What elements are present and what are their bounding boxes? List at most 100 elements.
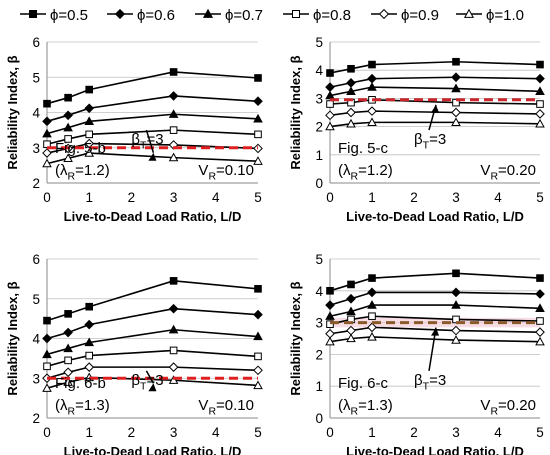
- data-point: [325, 336, 335, 346]
- y-tick-label: 2: [315, 120, 323, 135]
- data-point: [253, 113, 263, 123]
- data-point: [325, 110, 335, 121]
- x-tick-label: 4: [494, 190, 502, 205]
- lambda-label: (λR=1.3): [338, 397, 393, 418]
- data-point: [168, 303, 179, 314]
- x-tick-label: 2: [128, 425, 136, 440]
- v-label: VR=0.10: [198, 397, 254, 418]
- data-point: [325, 311, 335, 320]
- data-point: [63, 122, 73, 132]
- legend-item: ϕ=0.9: [371, 7, 439, 24]
- data-point: [346, 107, 356, 118]
- lambda-label: (λR=1.2): [55, 162, 110, 183]
- y-tick-label: 3: [315, 91, 323, 106]
- y-tick-label: 6: [32, 35, 40, 50]
- y-tick-label: 5: [315, 35, 323, 50]
- data-point: [42, 333, 52, 344]
- data-point: [535, 327, 545, 337]
- legend-marker-icon: [114, 8, 126, 20]
- legend-item: ϕ=0.8: [283, 7, 351, 24]
- data-point: [63, 367, 73, 378]
- series-line: [46, 349, 259, 368]
- data-point: [536, 274, 544, 282]
- legend: ϕ=0.5 ϕ=0.6 ϕ=0.7 ϕ=0.8 ϕ=0.9 ϕ=1.0: [20, 7, 524, 24]
- x-tick-label: 2: [410, 425, 418, 440]
- data-point: [253, 380, 263, 390]
- y-tick-label: 5: [32, 70, 40, 85]
- y-tick-label: 0: [315, 411, 323, 426]
- y-axis-title: Reliability Index, β: [5, 55, 20, 169]
- data-point: [42, 158, 52, 168]
- series-line: [46, 280, 259, 322]
- data-point: [367, 82, 377, 91]
- legend-label: ϕ=1.0: [486, 7, 524, 24]
- chart-panel: 0 1 2 3 4 5 0 1 2 3 4 5 βT=3 Fig. 6-c (λR=1.3) VR=0.20 L…: [288, 252, 545, 455]
- target-arrow-head: [431, 104, 439, 113]
- data-point: [346, 325, 356, 336]
- data-point: [63, 327, 73, 338]
- legend-label: ϕ=0.8: [313, 7, 351, 24]
- series-line: [46, 328, 259, 356]
- x-tick-label: 5: [254, 190, 262, 205]
- y-axis-title: Reliability Index, β: [288, 55, 303, 169]
- x-tick-label: 1: [85, 425, 93, 440]
- v-label: VR=0.10: [198, 162, 254, 183]
- data-point: [42, 383, 52, 392]
- y-tick-label: 3: [32, 371, 40, 386]
- data-point: [168, 362, 179, 372]
- legend-marker-icon: [463, 8, 475, 18]
- fig-label: Fig. 6-b: [55, 375, 106, 392]
- data-point: [253, 156, 263, 165]
- data-point: [84, 319, 95, 330]
- data-point: [63, 343, 73, 353]
- x-tick-label: 3: [170, 190, 178, 205]
- x-tick-label: 1: [368, 425, 376, 440]
- data-point: [451, 325, 461, 336]
- y-tick-label: 0: [315, 176, 323, 191]
- data-point: [535, 289, 545, 299]
- data-point: [367, 117, 377, 127]
- target-arrow-head: [148, 383, 157, 392]
- data-point: [367, 331, 377, 341]
- series-line: [329, 121, 541, 128]
- y-tick-label: 1: [315, 148, 323, 163]
- data-point: [254, 285, 262, 293]
- data-point: [451, 300, 461, 309]
- legend-marker-icon: [29, 10, 37, 18]
- x-tick-label: 5: [536, 190, 544, 205]
- data-point: [169, 346, 178, 355]
- y-tick-label: 3: [315, 316, 323, 331]
- data-point: [64, 356, 72, 365]
- data-point: [169, 68, 178, 76]
- data-point: [63, 377, 73, 386]
- data-point: [346, 118, 356, 128]
- data-point: [63, 110, 73, 121]
- data-point: [347, 64, 355, 73]
- fig-label: Fig. 6-c: [338, 375, 389, 392]
- x-tick-label: 4: [212, 190, 220, 205]
- target-arrow: [145, 370, 155, 384]
- series-line: [329, 272, 541, 292]
- data-point: [168, 91, 179, 101]
- data-point: [42, 148, 52, 158]
- data-point: [42, 128, 52, 138]
- data-point: [168, 109, 179, 118]
- legend-item: ϕ=0.7: [195, 7, 263, 24]
- legend-item: ϕ=1.0: [456, 7, 524, 24]
- data-point: [535, 336, 545, 346]
- data-point: [451, 72, 461, 83]
- legend-label: ϕ=0.5: [50, 7, 88, 24]
- data-point: [325, 121, 335, 131]
- data-point: [326, 320, 334, 328]
- data-point: [536, 60, 544, 69]
- data-point: [367, 287, 377, 298]
- legend-item: ϕ=0.5: [20, 7, 88, 24]
- x-tick-label: 2: [410, 190, 418, 205]
- data-point: [536, 100, 544, 108]
- data-point: [451, 107, 461, 118]
- data-point: [535, 303, 545, 312]
- data-point: [85, 130, 94, 139]
- data-point: [168, 375, 179, 384]
- x-tick-label: 5: [254, 425, 262, 440]
